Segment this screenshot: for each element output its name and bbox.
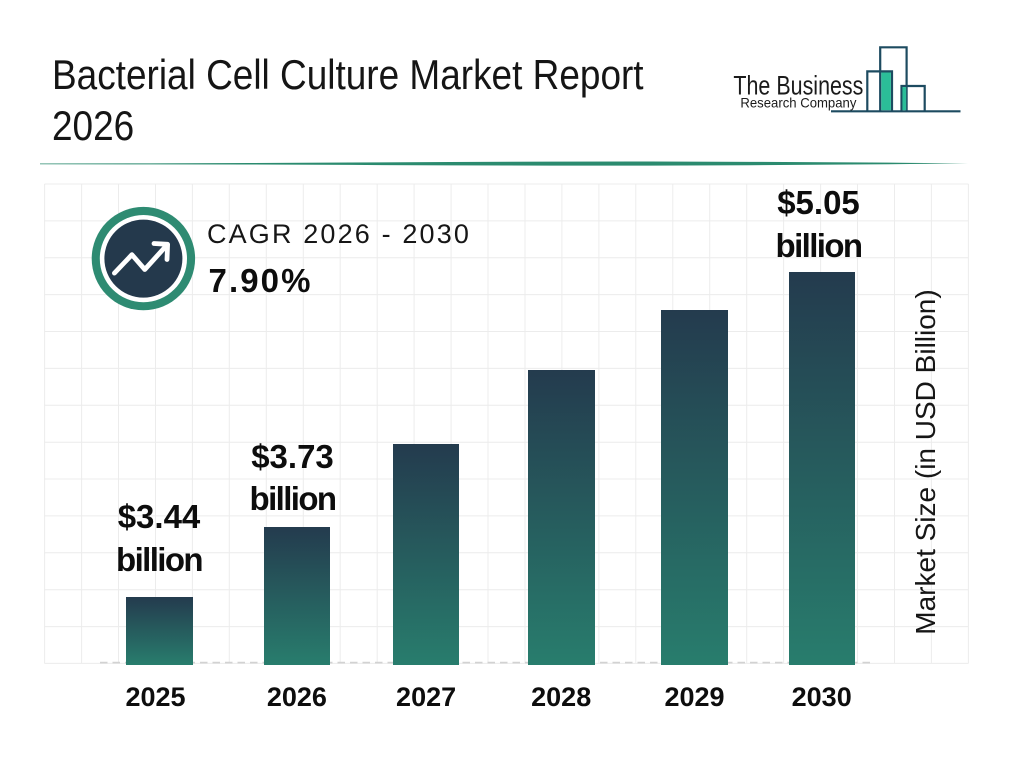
- svg-text:Research Company: Research Company: [740, 95, 856, 111]
- svg-text:The Business: The Business: [733, 71, 863, 101]
